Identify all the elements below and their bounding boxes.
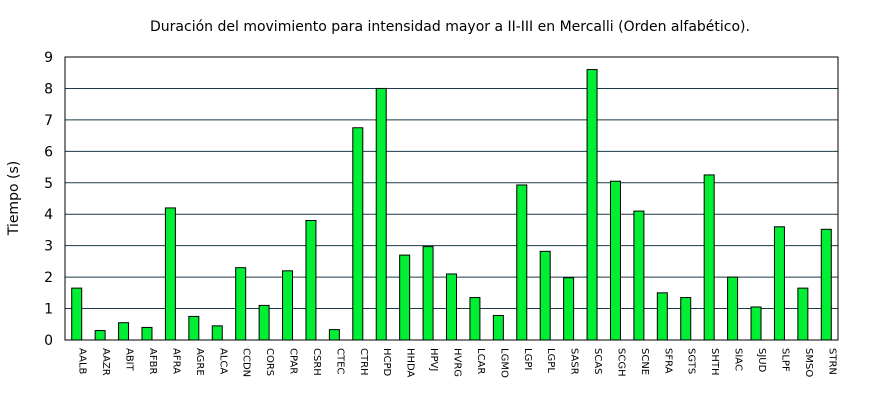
y-tick-label: 4 <box>44 207 53 223</box>
y-tick-label: 2 <box>44 270 53 286</box>
x-tick-label: STRN <box>826 348 837 375</box>
bar-ccdn <box>235 267 247 341</box>
x-tick-label: CTEC <box>334 348 345 374</box>
y-tick-label: 0 <box>44 333 53 349</box>
x-tick-label: SCGH <box>615 348 626 377</box>
bar-afra <box>164 207 176 341</box>
bar-hvrg <box>446 273 457 341</box>
plot-area-frame <box>64 56 839 341</box>
bar-slpf <box>773 226 785 341</box>
bar-shth <box>703 174 715 341</box>
x-tick-label: SGTS <box>686 348 697 374</box>
y-tick-label: 6 <box>44 144 53 160</box>
bar-scgh <box>609 180 621 341</box>
x-tick-label: CSRH <box>311 348 322 376</box>
bar-sjud <box>750 306 762 341</box>
bars <box>71 69 832 341</box>
x-tick-label: LGPL <box>545 348 556 373</box>
bar-alca <box>211 325 223 341</box>
x-tick-label: AFRA <box>170 348 181 374</box>
y-tick-label: 9 <box>44 50 53 66</box>
x-tick-label: CCDN <box>241 348 252 377</box>
x-tick-label: SIAC <box>733 348 744 371</box>
bar-sasr <box>563 277 575 341</box>
bar-lgpl <box>539 250 551 341</box>
x-tick-label: SCAS <box>592 348 603 375</box>
x-tick-labels: AALB AAZR ABIT AFBR AFRA AGRE ALCA CCDN CORS CPAR… <box>77 348 838 378</box>
x-tick-label: ABIT <box>124 348 135 372</box>
x-tick-label: SMSO <box>803 348 814 377</box>
bar-abit <box>118 322 130 341</box>
x-tick-label: HPVJ <box>428 348 439 371</box>
x-tick-label: HHDA <box>405 348 416 378</box>
bar-sfra <box>656 292 668 341</box>
x-tick-label: AFBR <box>147 348 158 374</box>
bar-scne <box>633 210 645 341</box>
bar-smso <box>797 287 809 341</box>
bar-sgts <box>680 297 692 341</box>
bar-csrh <box>305 220 317 341</box>
x-tick-label: AALB <box>77 348 88 375</box>
x-tick-label: SLPF <box>779 348 790 372</box>
bar-cors <box>258 304 270 341</box>
x-tick-label: SASR <box>569 348 580 375</box>
x-tick-label: SCNE <box>639 348 650 375</box>
bar-strn <box>820 228 832 341</box>
y-tick-label: 5 <box>44 176 53 192</box>
bar-ctrh <box>352 127 364 341</box>
x-tick-label: CTRH <box>358 348 369 376</box>
x-tick-label: AAZR <box>100 348 111 376</box>
bar-hpvj <box>422 246 434 341</box>
x-tick-label: LGPI <box>522 348 533 370</box>
bar-scas <box>586 69 598 341</box>
bar-aalb <box>71 287 83 341</box>
grid-lines <box>65 87 838 310</box>
bar-lcar <box>469 297 481 341</box>
bar-lgmo <box>492 314 504 341</box>
bar-hhda <box>399 254 411 341</box>
x-tick-label: HCPD <box>381 348 392 377</box>
bar-ctec <box>328 329 340 341</box>
bar-afbr <box>141 326 153 341</box>
chart-title: Duración del movimiento para intensidad … <box>150 19 750 35</box>
y-tick-labels: 0 1 2 3 4 5 6 7 8 9 <box>44 50 53 349</box>
x-tick-label: SFRA <box>662 348 673 374</box>
x-tick-label: AGRE <box>194 348 205 376</box>
y-tick-label: 7 <box>44 113 53 129</box>
x-tick-label: CPAR <box>288 348 299 374</box>
bar-aazr <box>94 330 106 341</box>
x-tick-label: CORS <box>264 348 275 376</box>
bar-agre <box>188 315 200 341</box>
y-tick-label: 3 <box>44 239 53 255</box>
y-axis-label: Tiempo (s) <box>6 161 22 236</box>
bar-lgpi <box>516 184 528 341</box>
bar-siac <box>727 276 739 341</box>
bar-hcpd <box>375 87 387 341</box>
x-tick-label: SHTH <box>709 348 720 376</box>
x-tick-label: HVRG <box>452 348 463 377</box>
y-tick-label: 1 <box>44 302 53 318</box>
x-tick-label: ALCA <box>217 348 228 374</box>
x-tick-label: SJUD <box>756 348 767 373</box>
y-tick-label: 8 <box>44 81 53 97</box>
bar-cpar <box>282 270 294 341</box>
x-tick-label: LCAR <box>475 348 486 374</box>
x-tick-label: LGMO <box>498 348 509 378</box>
